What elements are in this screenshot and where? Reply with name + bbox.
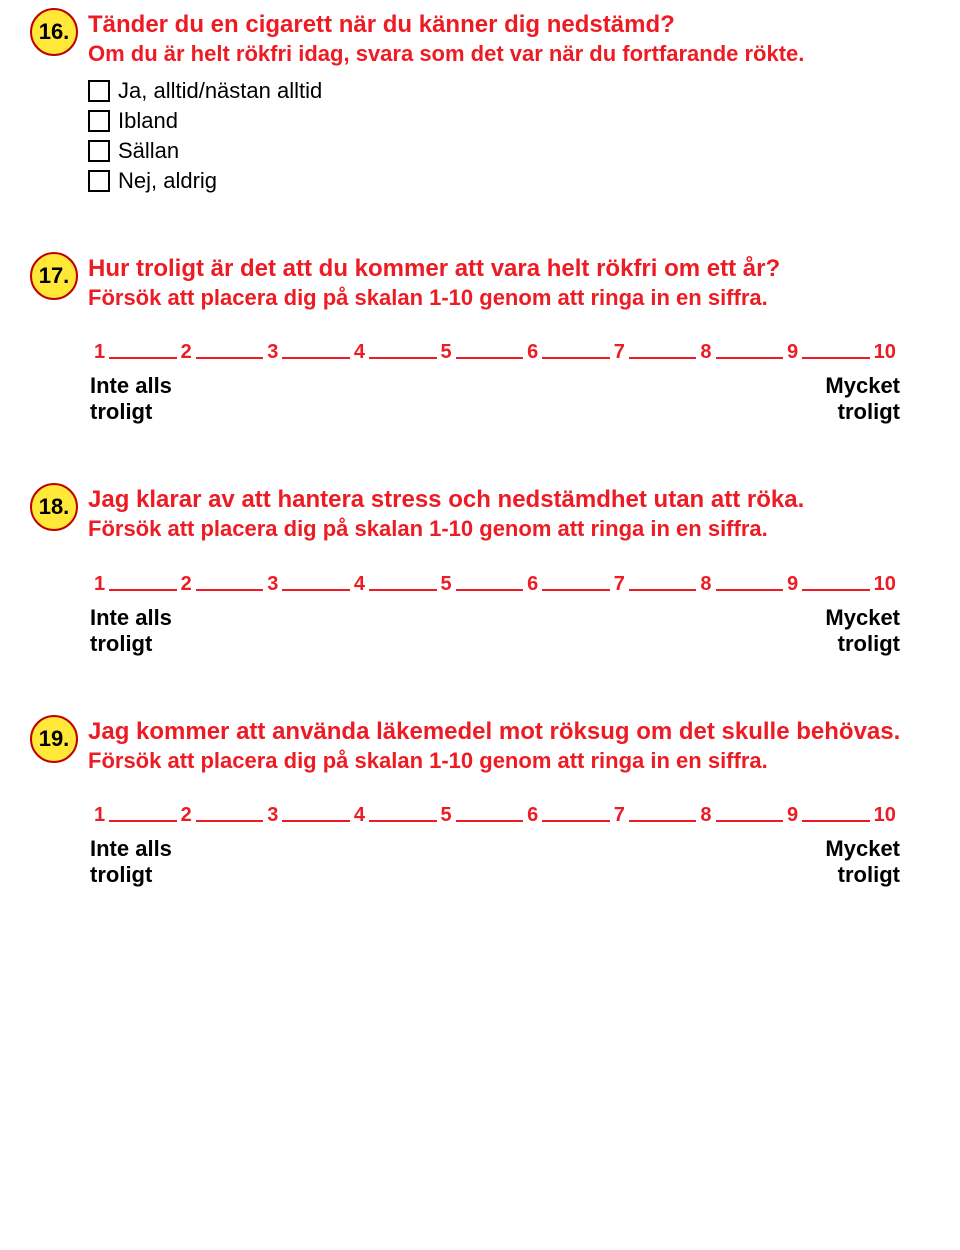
option-label: Ja, alltid/nästan alltid [118, 78, 322, 104]
question-number-badge: 16. [30, 8, 78, 56]
scale-tick[interactable]: 9 [783, 341, 802, 364]
scale-tick[interactable]: 7 [610, 573, 629, 596]
scale-label-line: Mycket [825, 605, 900, 631]
option-row: Sällan [88, 138, 930, 164]
scale: 1 2 3 4 5 6 7 8 9 10 Inte alls troligt M… [90, 341, 900, 425]
scale-label-right: Mycket troligt [825, 836, 900, 888]
question-texts: Jag kommer att använda läkemedel mot rök… [88, 717, 930, 775]
question-title: Tänder du en cigarett när du känner dig … [88, 10, 930, 40]
question-number-badge: 19. [30, 715, 78, 763]
scale-label-line: troligt [90, 399, 172, 425]
scale-tick[interactable]: 4 [350, 804, 369, 827]
question-title: Hur troligt är det att du kommer att var… [88, 254, 930, 284]
option-label: Sällan [118, 138, 179, 164]
scale-label-right: Mycket troligt [825, 605, 900, 657]
options-list: Ja, alltid/nästan alltid Ibland Sällan N… [88, 78, 930, 194]
scale-tick[interactable]: 9 [783, 573, 802, 596]
scale-tick[interactable]: 1 [90, 573, 109, 596]
scale: 1 2 3 4 5 6 7 8 9 10 Inte alls troligt M… [90, 573, 900, 657]
scale: 1 2 3 4 5 6 7 8 9 10 Inte alls troligt M… [90, 804, 900, 888]
scale-tick[interactable]: 6 [523, 341, 542, 364]
scale-tick[interactable]: 7 [610, 804, 629, 827]
checkbox[interactable] [88, 80, 110, 102]
question-subtitle: Om du är helt rökfri idag, svara som det… [88, 40, 930, 68]
scale-tick[interactable]: 7 [610, 341, 629, 364]
scale-labels: Inte alls troligt Mycket troligt [90, 605, 900, 657]
checkbox[interactable] [88, 170, 110, 192]
option-label: Nej, aldrig [118, 168, 217, 194]
scale-tick[interactable]: 2 [177, 341, 196, 364]
scale-label-line: troligt [825, 631, 900, 657]
question-18: 18. Jag klarar av att hantera stress och… [30, 485, 930, 657]
question-number-badge: 18. [30, 483, 78, 531]
scale-tick[interactable]: 9 [783, 804, 802, 827]
scale-tick[interactable]: 8 [696, 341, 715, 364]
scale-tick[interactable]: 2 [177, 804, 196, 827]
checkbox[interactable] [88, 110, 110, 132]
question-subtitle: Försök att placera dig på skalan 1-10 ge… [88, 515, 930, 543]
scale-tick[interactable]: 5 [437, 804, 456, 827]
scale-label-line: Mycket [825, 836, 900, 862]
scale-tick[interactable]: 5 [437, 341, 456, 364]
question-texts: Hur troligt är det att du kommer att var… [88, 254, 930, 312]
scale-line: 1 2 3 4 5 6 7 8 9 10 [90, 341, 900, 365]
scale-tick[interactable]: 3 [263, 804, 282, 827]
question-subtitle: Försök att placera dig på skalan 1-10 ge… [88, 747, 930, 775]
scale-label-left: Inte alls troligt [90, 605, 172, 657]
scale-tick[interactable]: 8 [696, 804, 715, 827]
question-16: 16. Tänder du en cigarett när du känner … [30, 10, 930, 194]
question-subtitle: Försök att placera dig på skalan 1-10 ge… [88, 284, 930, 312]
scale-tick[interactable]: 3 [263, 341, 282, 364]
scale-tick[interactable]: 1 [90, 804, 109, 827]
scale-label-left: Inte alls troligt [90, 836, 172, 888]
question-texts: Jag klarar av att hantera stress och ned… [88, 485, 930, 543]
scale-labels: Inte alls troligt Mycket troligt [90, 836, 900, 888]
scale-tick[interactable]: 5 [437, 573, 456, 596]
option-row: Ja, alltid/nästan alltid [88, 78, 930, 104]
scale-numbers: 1 2 3 4 5 6 7 8 9 10 [90, 804, 900, 827]
scale-labels: Inte alls troligt Mycket troligt [90, 373, 900, 425]
scale-label-line: Inte alls [90, 836, 172, 862]
scale-tick[interactable]: 4 [350, 573, 369, 596]
question-number-badge: 17. [30, 252, 78, 300]
scale-tick[interactable]: 6 [523, 804, 542, 827]
question-header: 18. Jag klarar av att hantera stress och… [30, 485, 930, 543]
scale-label-line: troligt [825, 862, 900, 888]
option-row: Ibland [88, 108, 930, 134]
scale-tick[interactable]: 6 [523, 573, 542, 596]
scale-tick[interactable]: 3 [263, 573, 282, 596]
scale-tick[interactable]: 10 [870, 804, 900, 827]
question-title: Jag kommer att använda läkemedel mot rök… [88, 717, 930, 747]
scale-label-right: Mycket troligt [825, 373, 900, 425]
scale-line: 1 2 3 4 5 6 7 8 9 10 [90, 804, 900, 828]
scale-label-line: Mycket [825, 373, 900, 399]
question-19: 19. Jag kommer att använda läkemedel mot… [30, 717, 930, 889]
option-label: Ibland [118, 108, 178, 134]
question-title: Jag klarar av att hantera stress och ned… [88, 485, 930, 515]
scale-label-line: Inte alls [90, 373, 172, 399]
scale-line: 1 2 3 4 5 6 7 8 9 10 [90, 573, 900, 597]
question-17: 17. Hur troligt är det att du kommer att… [30, 254, 930, 426]
checkbox[interactable] [88, 140, 110, 162]
question-header: 16. Tänder du en cigarett när du känner … [30, 10, 930, 68]
scale-label-line: troligt [90, 862, 172, 888]
scale-label-left: Inte alls troligt [90, 373, 172, 425]
scale-tick[interactable]: 1 [90, 341, 109, 364]
option-row: Nej, aldrig [88, 168, 930, 194]
scale-label-line: troligt [90, 631, 172, 657]
question-texts: Tänder du en cigarett när du känner dig … [88, 10, 930, 68]
question-header: 19. Jag kommer att använda läkemedel mot… [30, 717, 930, 775]
scale-tick[interactable]: 10 [870, 573, 900, 596]
scale-label-line: troligt [825, 399, 900, 425]
question-header: 17. Hur troligt är det att du kommer att… [30, 254, 930, 312]
scale-tick[interactable]: 4 [350, 341, 369, 364]
scale-tick[interactable]: 2 [177, 573, 196, 596]
scale-numbers: 1 2 3 4 5 6 7 8 9 10 [90, 573, 900, 596]
scale-numbers: 1 2 3 4 5 6 7 8 9 10 [90, 341, 900, 364]
scale-label-line: Inte alls [90, 605, 172, 631]
scale-tick[interactable]: 10 [870, 341, 900, 364]
scale-tick[interactable]: 8 [696, 573, 715, 596]
